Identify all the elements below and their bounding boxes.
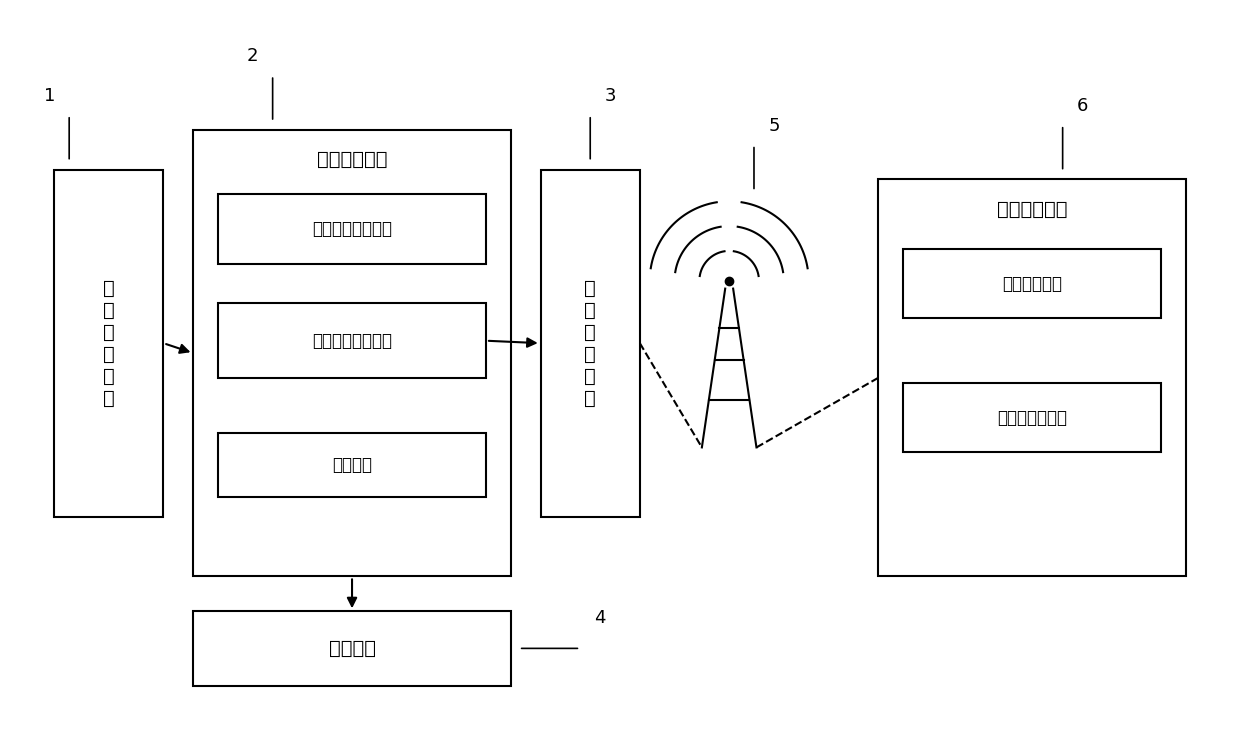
FancyBboxPatch shape <box>878 179 1185 576</box>
Text: 大数据计算模块: 大数据计算模块 <box>997 409 1066 427</box>
Text: 4: 4 <box>594 609 606 627</box>
Text: 数据存储模块: 数据存储模块 <box>1002 275 1061 293</box>
Text: 构建三维遥感模块: 构建三维遥感模块 <box>312 220 392 238</box>
Text: 滑坡周界划分模块: 滑坡周界划分模块 <box>312 331 392 350</box>
FancyBboxPatch shape <box>218 432 486 497</box>
FancyBboxPatch shape <box>193 130 511 576</box>
Text: 2: 2 <box>247 47 258 65</box>
Text: 数据处理模块: 数据处理模块 <box>316 150 387 169</box>
FancyBboxPatch shape <box>218 194 486 263</box>
Text: 显示模块: 显示模块 <box>329 639 376 658</box>
FancyBboxPatch shape <box>903 383 1161 452</box>
Text: 6: 6 <box>1076 97 1089 115</box>
FancyBboxPatch shape <box>218 303 486 378</box>
Text: 无
线
通
信
模
块: 无 线 通 信 模 块 <box>584 279 596 407</box>
Text: 5: 5 <box>768 117 780 135</box>
Text: 云服务器模块: 云服务器模块 <box>997 200 1068 218</box>
Text: 3: 3 <box>604 87 616 105</box>
Text: 判断模块: 判断模块 <box>332 456 372 474</box>
FancyBboxPatch shape <box>193 611 511 686</box>
FancyBboxPatch shape <box>541 170 640 517</box>
FancyBboxPatch shape <box>903 249 1161 318</box>
Text: 1: 1 <box>43 87 55 105</box>
FancyBboxPatch shape <box>55 170 164 517</box>
Text: 影
像
采
集
模
块: 影 像 采 集 模 块 <box>103 279 115 407</box>
